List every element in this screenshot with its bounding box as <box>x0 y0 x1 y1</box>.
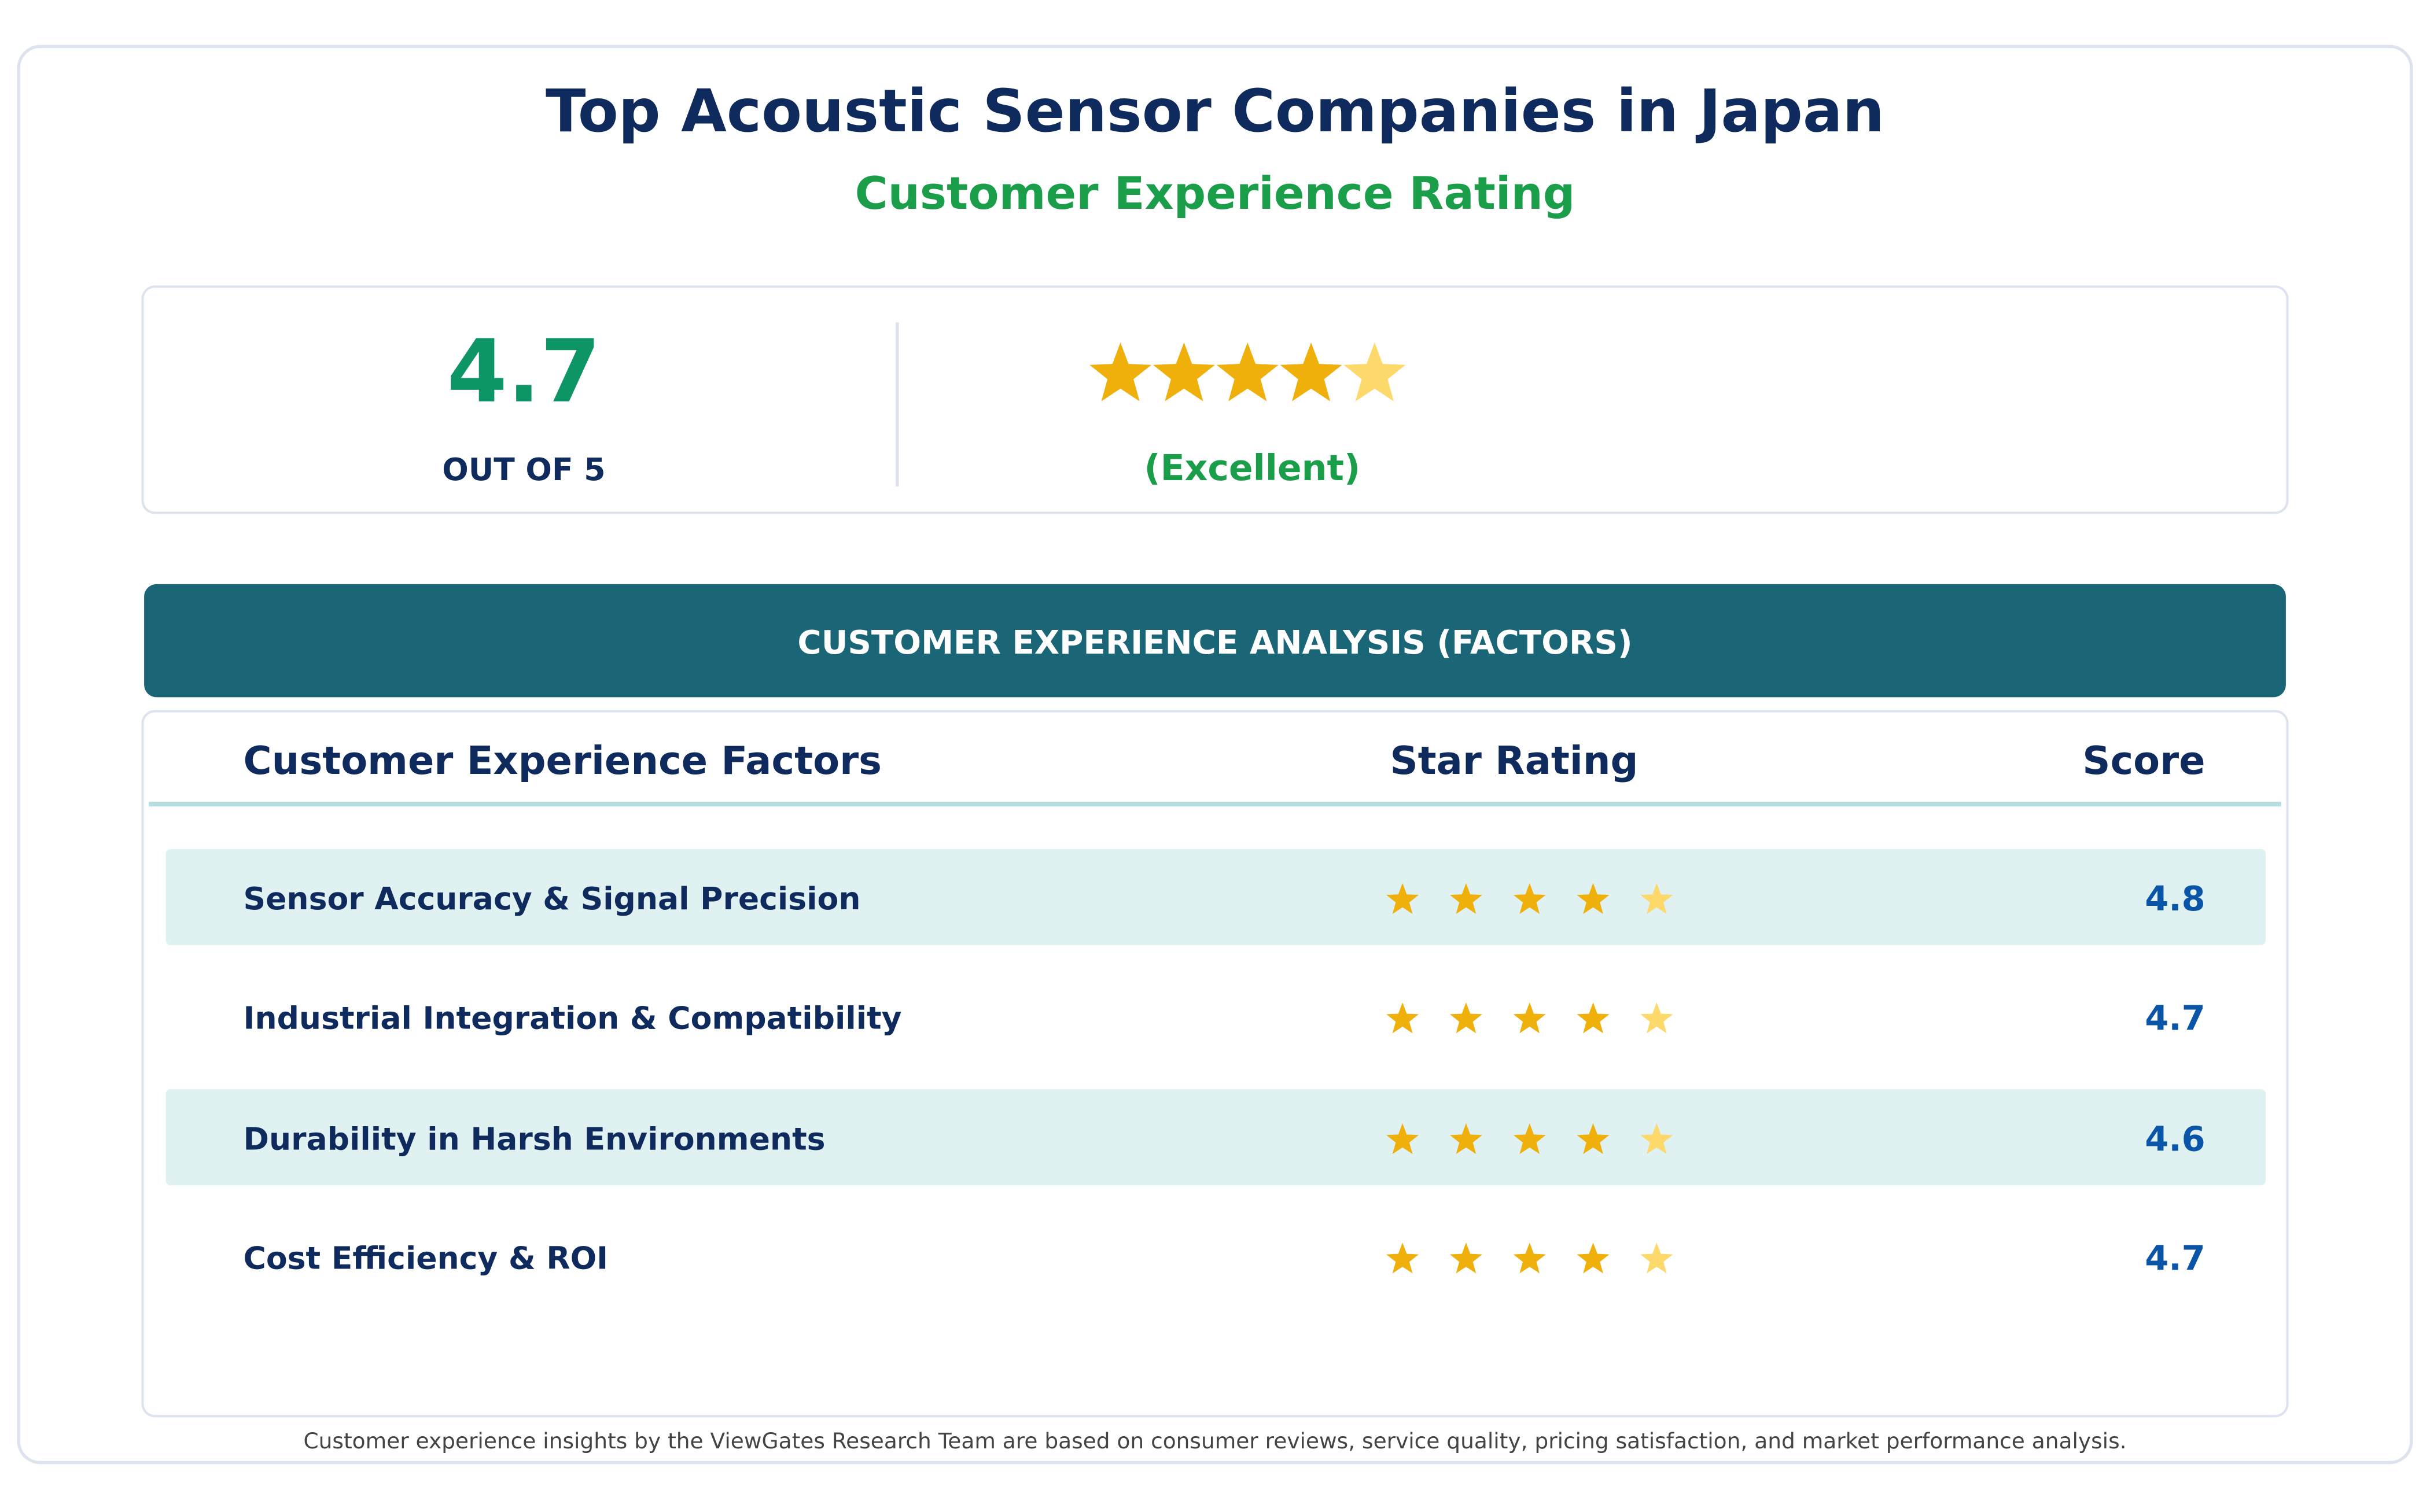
star <box>1577 883 1610 914</box>
factor: Cost Efficiency & ROI <box>244 1240 609 1277</box>
row-band <box>165 849 2266 945</box>
star <box>1449 883 1482 914</box>
star <box>1089 342 1152 401</box>
factor: Durability in Harsh Environments <box>244 1120 826 1157</box>
star <box>1280 342 1342 401</box>
column-header: Customer Experience Factors <box>244 738 882 783</box>
star <box>1577 1242 1610 1274</box>
star <box>1577 1002 1610 1034</box>
factor: Industrial Integration & Compatibility <box>244 1000 902 1036</box>
score: 4.8 <box>2145 879 2205 919</box>
star <box>1513 1123 1546 1155</box>
column-header: Star Rating <box>1390 738 1638 783</box>
star <box>1640 1123 1673 1155</box>
star <box>1513 1242 1546 1274</box>
star <box>1640 883 1673 914</box>
footer: Customer experience insights by the View… <box>303 1428 2126 1454</box>
banner <box>144 584 2286 698</box>
column-header: Score <box>2082 738 2205 783</box>
star <box>1513 1002 1546 1034</box>
verdict: (Excellent) <box>1144 447 1360 489</box>
star <box>1386 1002 1419 1034</box>
star <box>1577 1123 1610 1155</box>
star <box>1343 342 1406 401</box>
star <box>1640 1002 1673 1034</box>
scale-label: OUT OF 5 <box>442 451 605 488</box>
factor: Sensor Accuracy & Signal Precision <box>244 880 861 917</box>
table-box <box>141 710 2289 1418</box>
overall-score: 4.7 <box>447 322 601 422</box>
star <box>1386 1123 1419 1155</box>
score: 4.7 <box>2145 1238 2205 1278</box>
star <box>1216 342 1279 401</box>
star <box>1386 883 1419 914</box>
banner-text: CUSTOMER EXPERIENCE ANALYSIS (FACTORS) <box>797 624 1632 662</box>
star <box>1513 883 1546 914</box>
star <box>1449 1123 1482 1155</box>
row-band <box>165 1089 2266 1186</box>
star <box>1449 1002 1482 1034</box>
star <box>1386 1242 1419 1274</box>
subtitle: Customer Experience Rating <box>855 168 1575 220</box>
summary-box <box>141 285 2289 514</box>
score: 4.7 <box>2145 998 2205 1038</box>
title: Top Acoustic Sensor Companies in Japan <box>546 78 1884 146</box>
star <box>1640 1242 1673 1274</box>
star <box>1153 342 1215 401</box>
star <box>1449 1242 1482 1274</box>
score: 4.6 <box>2145 1119 2205 1159</box>
